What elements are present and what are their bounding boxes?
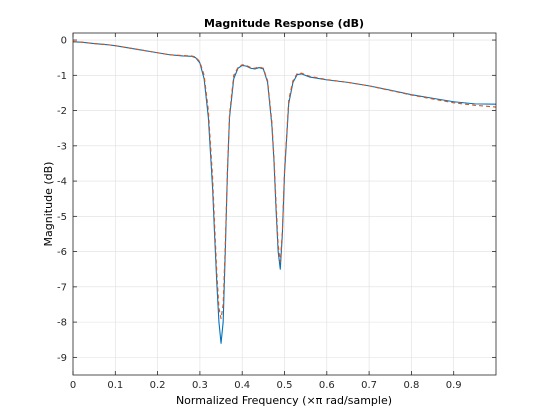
x-tick-label: 0.6	[319, 380, 335, 391]
y-tick-label: -4	[57, 177, 67, 188]
x-axis-label: Normalized Frequency (×π rad/sample)	[176, 394, 392, 407]
y-tick-label: -6	[57, 247, 67, 258]
y-axis-label: Magnitude (dB)	[42, 162, 55, 247]
x-tick-label: 0.2	[150, 380, 166, 391]
ticks: 0 0.1 0.2 0.3 0.4 0.5 0.6 0.7 0.8 0.9 0 -1 -2 -3 -4 -5 -…	[57, 33, 496, 391]
y-tick-label: -9	[57, 353, 67, 364]
x-tick-label: 0.7	[361, 380, 377, 391]
x-tick-label: 0.1	[107, 380, 123, 391]
y-tick-label: -8	[57, 318, 67, 329]
series-line-dashed	[72, 40, 497, 320]
x-tick-label: 0.4	[234, 380, 250, 391]
y-tick-label: -7	[57, 282, 67, 293]
y-tick-label: -5	[57, 212, 67, 223]
x-tick-label: 0.3	[192, 380, 208, 391]
series-layer	[72, 40, 497, 344]
y-tick-label: 0	[61, 36, 67, 47]
x-tick-label: 0	[70, 380, 76, 391]
y-tick-label: -3	[57, 141, 67, 152]
x-tick-label: 0.9	[446, 380, 462, 391]
chart-title: Magnitude Response (dB)	[204, 17, 364, 30]
x-tick-label: 0.5	[277, 380, 293, 391]
y-tick-label: -2	[57, 106, 67, 117]
y-tick-label: -1	[57, 71, 67, 82]
grid	[72, 33, 496, 375]
x-tick-label: 0.8	[403, 380, 419, 391]
